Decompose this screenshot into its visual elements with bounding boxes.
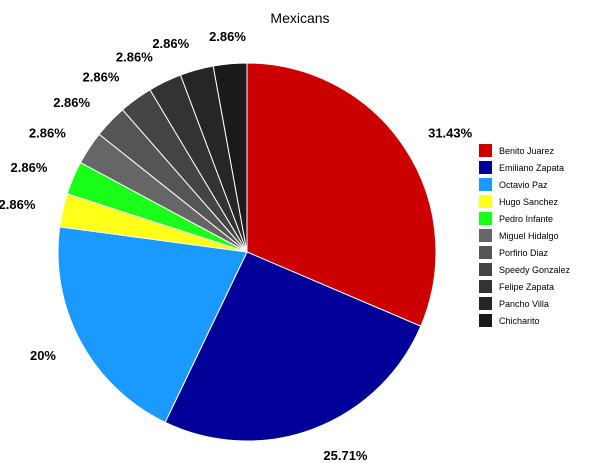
pie-labels: 31.43%25.71%20%2.86%2.86%2.86%2.86%2.86%… bbox=[0, 29, 473, 463]
legend-label-3: Hugo Sanchez bbox=[499, 197, 559, 207]
slice-label-5: 2.86% bbox=[29, 126, 66, 141]
slice-label-10: 2.86% bbox=[209, 29, 246, 44]
legend-swatch-6 bbox=[479, 246, 492, 259]
legend-swatch-8 bbox=[479, 280, 492, 293]
legend-label-1: Emiliano Zapata bbox=[499, 163, 564, 173]
legend-swatch-7 bbox=[479, 263, 492, 276]
pie-slice-10 bbox=[212, 62, 248, 253]
legend-label-7: Speedy Gonzalez bbox=[499, 265, 571, 275]
legend-swatch-9 bbox=[479, 297, 492, 310]
pie-slice-1 bbox=[164, 251, 422, 442]
slice-label-2: 20% bbox=[30, 348, 56, 363]
slice-label-9: 2.86% bbox=[152, 36, 189, 51]
legend-swatch-2 bbox=[479, 178, 492, 191]
slice-label-1: 25.71% bbox=[323, 448, 368, 463]
slice-label-7: 2.86% bbox=[83, 70, 120, 85]
slice-label-0: 31.43% bbox=[428, 125, 473, 140]
pie-slices bbox=[57, 62, 437, 442]
slice-label-4: 2.86% bbox=[11, 160, 48, 175]
legend-label-0: Benito Juarez bbox=[499, 146, 555, 156]
slice-label-6: 2.86% bbox=[53, 95, 90, 110]
legend-label-6: Porfirio Diaz bbox=[499, 248, 549, 258]
legend-label-8: Felipe Zapata bbox=[499, 282, 554, 292]
legend-label-9: Pancho Villa bbox=[499, 299, 549, 309]
pie-slice-0 bbox=[246, 62, 437, 327]
legend-swatch-4 bbox=[479, 212, 492, 225]
pie-slice-2 bbox=[57, 226, 248, 424]
chart-title: Mexicans bbox=[270, 10, 329, 26]
slice-label-3: 2.86% bbox=[0, 197, 36, 212]
slice-label-8: 2.86% bbox=[116, 50, 153, 65]
legend-swatch-3 bbox=[479, 195, 492, 208]
legend-swatch-1 bbox=[479, 161, 492, 174]
legend-swatch-0 bbox=[479, 144, 492, 157]
legend-label-10: Chicharito bbox=[499, 316, 540, 326]
legend-label-5: Miguel Hidalgo bbox=[499, 231, 559, 241]
legend-swatch-10 bbox=[479, 314, 492, 327]
legend-label-2: Octavio Paz bbox=[499, 180, 548, 190]
legend: Benito Juarez Emiliano Zapata Octavio Paz H… bbox=[479, 144, 571, 327]
legend-label-4: Pedro Infante bbox=[499, 214, 553, 224]
legend-swatch-5 bbox=[479, 229, 492, 242]
